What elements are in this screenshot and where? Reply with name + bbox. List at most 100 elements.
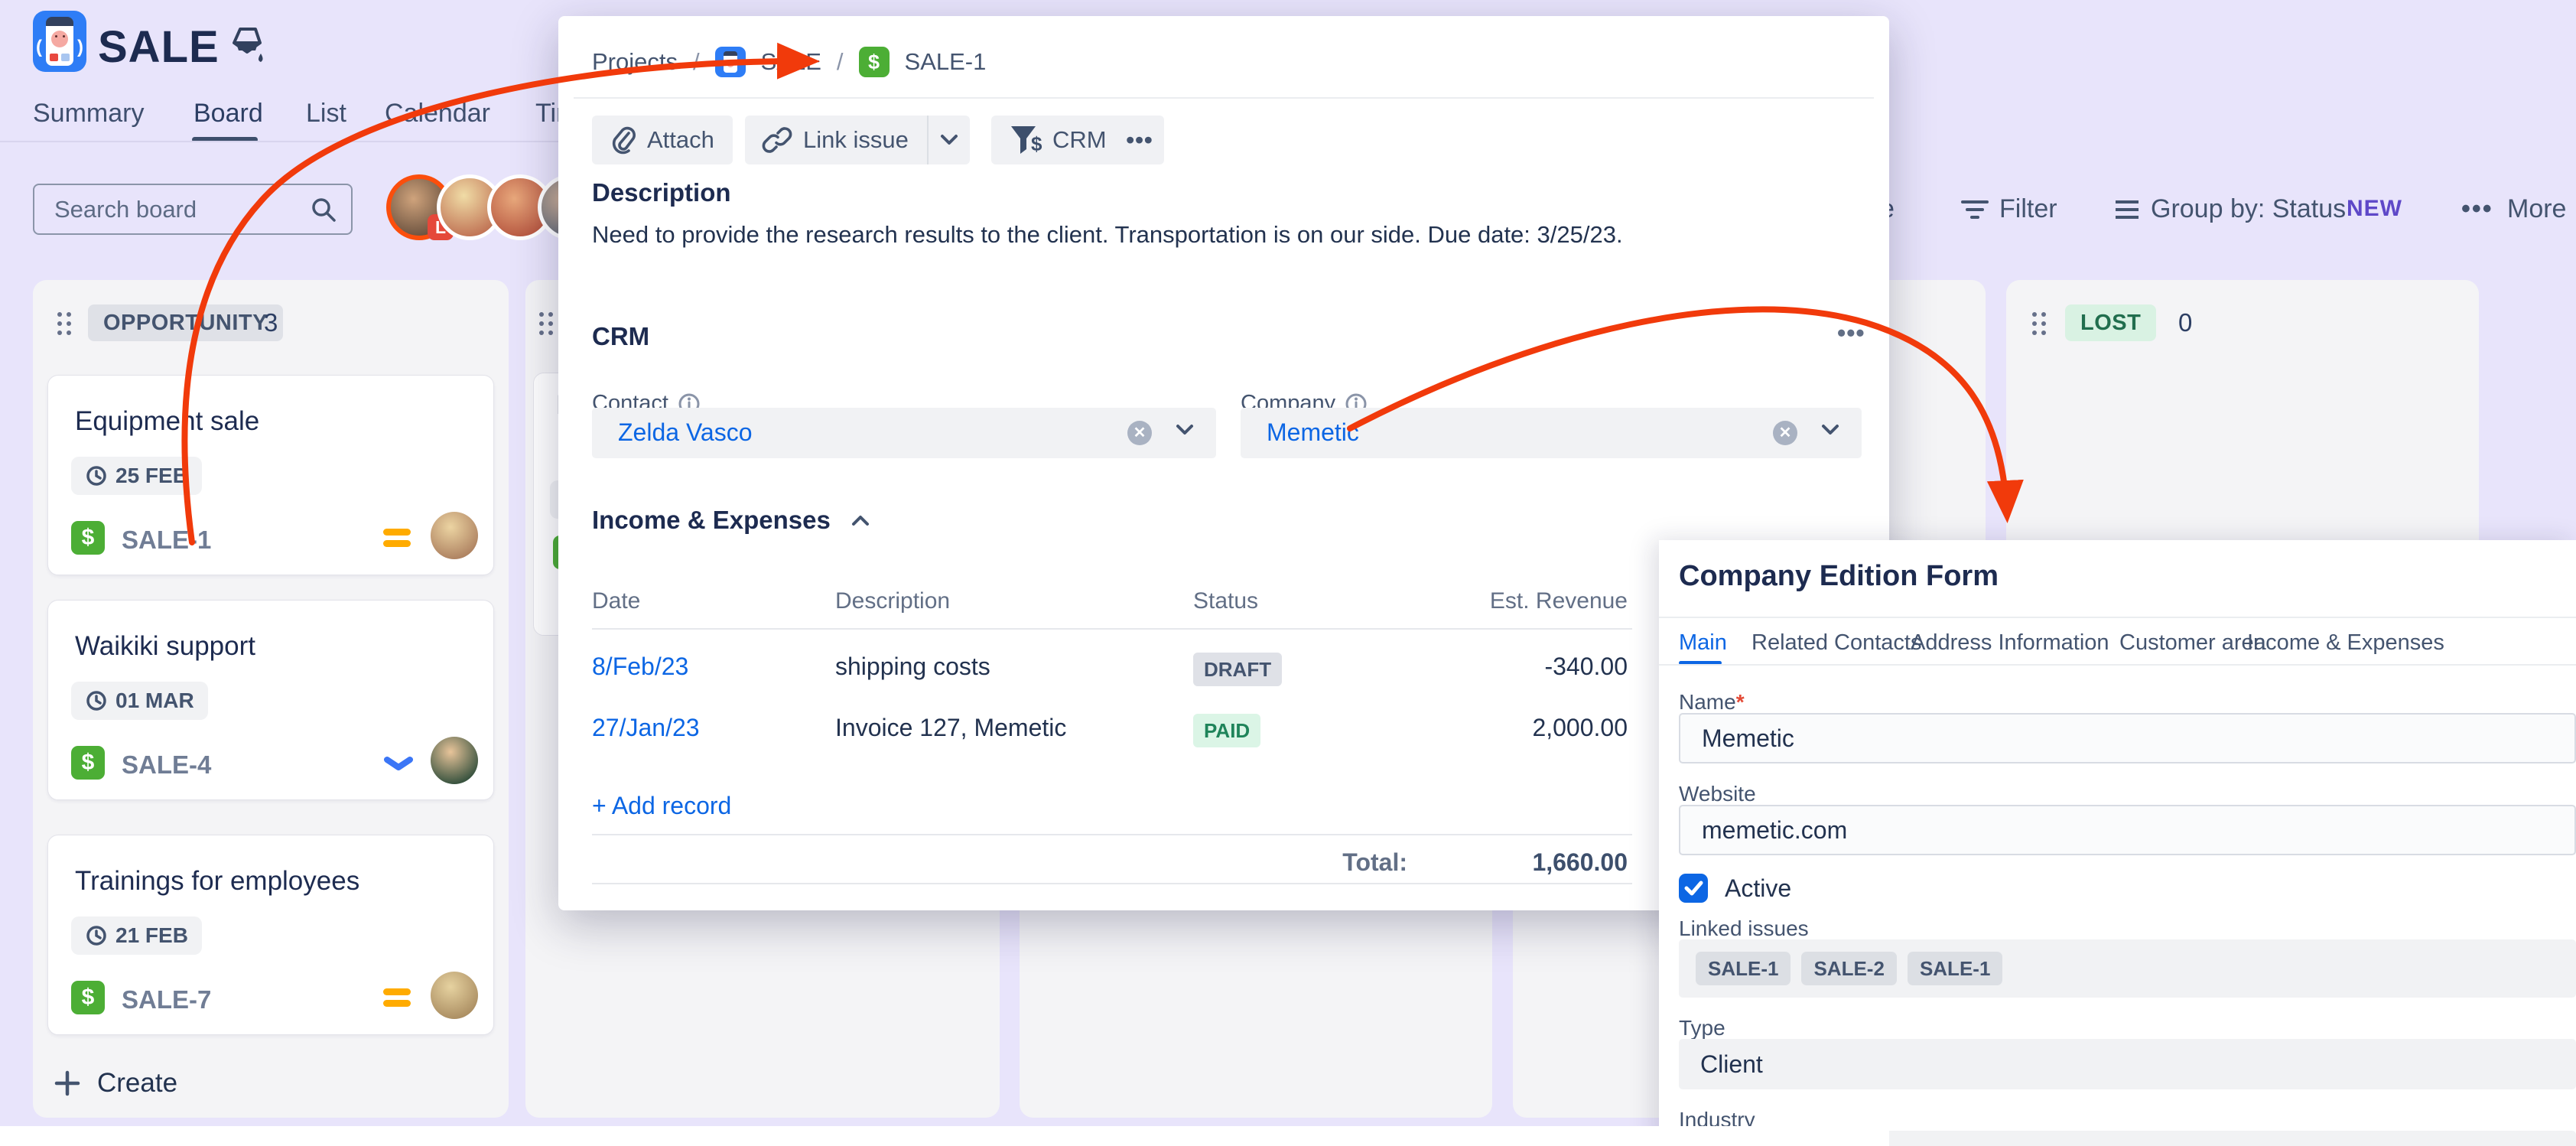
drag-handle-icon[interactable] [539, 312, 556, 338]
filter-icon [1960, 197, 1990, 223]
card-title: Equipment sale [75, 406, 260, 436]
clear-icon[interactable]: ✕ [1127, 421, 1152, 445]
issue-key: SALE-4 [122, 750, 212, 779]
more-actions-button[interactable]: ••• [1115, 116, 1164, 164]
chevron-down-icon[interactable] [1820, 423, 1840, 437]
description-body[interactable]: Need to provide the research results to … [592, 221, 1623, 248]
status-badge: PAID [1193, 714, 1261, 747]
due-date-chip: 21 FEB [71, 916, 202, 955]
tab-summary[interactable]: Summary [33, 99, 145, 128]
breadcrumb-issue[interactable]: SALE-1 [904, 48, 987, 75]
clear-icon[interactable]: ✕ [1773, 421, 1797, 445]
create-label: Create [97, 1068, 178, 1098]
company-select[interactable]: Memetic ✕ [1241, 408, 1862, 458]
tabs-divider [0, 141, 558, 142]
issue-key: SALE-7 [122, 985, 212, 1014]
linked-issues-label: Linked issues [1679, 916, 1809, 940]
contact-select[interactable]: Zelda Vasco ✕ [592, 408, 1216, 458]
active-label: Active [1725, 874, 1792, 902]
column-lost-label: LOST [2065, 304, 2157, 341]
funnel-dollar-icon: $ [1011, 126, 1042, 155]
assignee-avatar[interactable] [431, 972, 478, 1019]
linked-issue-chip[interactable]: SALE-2 [1801, 952, 1897, 985]
chevron-down-icon[interactable] [1175, 423, 1195, 437]
svg-text:$: $ [1031, 132, 1042, 155]
clock-icon [86, 466, 106, 486]
paperclip-icon [612, 126, 636, 155]
linked-issue-chip[interactable]: SALE-1 [1696, 952, 1791, 985]
checkbox-checked-icon[interactable] [1679, 874, 1708, 903]
issue-type-icon: $ [71, 981, 105, 1014]
breadcrumb-project[interactable]: SALE [760, 48, 821, 75]
linked-issues-field[interactable]: SALE-1 SALE-2 SALE-1 [1679, 939, 2576, 998]
card-sale-7[interactable]: Trainings for employees 21 FEB $ SALE-7 [47, 835, 494, 1035]
table-header-status: Status [1193, 588, 1259, 614]
drag-handle-icon[interactable] [57, 312, 74, 338]
search-input[interactable]: Search board [33, 184, 353, 235]
add-record-link[interactable]: + Add record [592, 792, 732, 819]
type-field[interactable]: Client [1679, 1039, 2576, 1089]
record-revenue: -340.00 [1544, 653, 1628, 680]
form-tab-main[interactable]: Main [1679, 630, 1727, 655]
tab-calendar[interactable]: Calendar [385, 99, 490, 128]
table-header-date: Date [592, 588, 641, 614]
card-sale-4[interactable]: Waikiki support 01 MAR $ SALE-4 [47, 600, 494, 800]
tab-board[interactable]: Board [194, 99, 263, 128]
active-checkbox-row[interactable]: Active [1679, 874, 1791, 903]
breadcrumb-projects[interactable]: Projects [592, 48, 678, 75]
project-avatar: () [33, 11, 86, 72]
tab-list[interactable]: List [306, 99, 346, 128]
more-button[interactable]: More [2507, 194, 2567, 223]
form-tab-income-expenses[interactable]: Income & Expenses [2247, 630, 2444, 655]
form-title: Company Edition Form [1679, 560, 1999, 592]
form-divider [1659, 617, 2576, 618]
priority-low-icon [383, 754, 413, 773]
record-date-link[interactable]: 27/Jan/23 [592, 714, 700, 741]
form-tab-address-information[interactable]: Address Information [1911, 630, 2109, 655]
filter-button[interactable]: Filter [1999, 194, 2057, 223]
crm-button[interactable]: $ CRM [991, 116, 1125, 164]
company-value: Memetic [1267, 418, 1359, 446]
status-badge: DRAFT [1193, 653, 1283, 686]
column-lost-count: 0 [2178, 308, 2193, 337]
create-button[interactable]: Create [54, 1068, 177, 1099]
attach-button[interactable]: Attach [592, 116, 733, 164]
card-sale-1[interactable]: Equipment sale 25 FEB $ SALE-1 [47, 375, 494, 575]
contact-value: Zelda Vasco [618, 418, 753, 446]
name-label: Name* [1679, 690, 1745, 714]
drag-handle-icon[interactable] [2032, 312, 2049, 338]
form-tabs-divider [1659, 664, 2576, 666]
issue-type-icon: $ [71, 521, 105, 555]
chevron-down-icon [941, 135, 958, 145]
income-expenses-heading[interactable]: Income & Expenses [592, 506, 870, 535]
name-field[interactable]: Memetic [1679, 713, 2576, 763]
group-by-icon [2114, 199, 2140, 222]
due-date-chip: 01 MAR [71, 682, 208, 720]
active-form-tab-underline [1679, 661, 1722, 665]
issue-key: SALE-1 [122, 526, 212, 554]
table-header-description: Description [835, 588, 951, 614]
crm-section-more-button[interactable]: ••• [1837, 319, 1865, 347]
website-field[interactable]: memetic.com [1679, 805, 2576, 855]
link-issue-button[interactable]: Link issue [745, 116, 930, 164]
search-placeholder: Search board [54, 196, 197, 223]
form-tab-related-contacts[interactable]: Related Contacts [1751, 630, 1922, 655]
record-revenue: 2,000.00 [1532, 714, 1628, 741]
linked-issue-chip[interactable]: SALE-1 [1907, 952, 2003, 985]
card-title: Trainings for employees [75, 866, 360, 896]
page-bottom-strip [0, 1126, 1889, 1146]
plus-icon [54, 1070, 80, 1096]
assignee-avatar[interactable] [431, 512, 478, 559]
priority-medium-icon [383, 529, 411, 549]
form-tab-customer-area[interactable]: Customer area [2119, 630, 2266, 655]
assignee-avatar[interactable] [431, 737, 478, 784]
company-edition-form: Company Edition Form Main Related Contac… [1659, 540, 2576, 1146]
breadcrumb-divider [574, 97, 1874, 99]
paint-bucket-icon[interactable] [229, 26, 265, 66]
group-by-button[interactable]: Group by: Status [2151, 194, 2347, 223]
new-badge: NEW [2347, 196, 2402, 221]
record-date-link[interactable]: 8/Feb/23 [592, 653, 689, 680]
issue-type-icon: $ [858, 47, 890, 77]
link-issue-dropdown[interactable] [927, 116, 970, 164]
